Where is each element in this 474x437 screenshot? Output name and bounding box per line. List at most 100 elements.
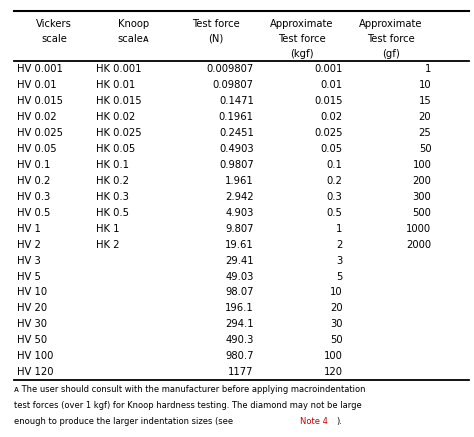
Text: HK 0.3: HK 0.3 (96, 192, 129, 202)
Text: HK 0.1: HK 0.1 (96, 160, 129, 170)
Text: Approximate: Approximate (270, 19, 334, 29)
Text: Test force: Test force (191, 19, 239, 29)
Text: 0.2451: 0.2451 (219, 128, 254, 138)
Text: 100: 100 (324, 351, 343, 361)
Text: 1.961: 1.961 (225, 176, 254, 186)
Text: 15: 15 (419, 96, 431, 106)
Text: 980.7: 980.7 (225, 351, 254, 361)
Text: HV 0.5: HV 0.5 (17, 208, 50, 218)
Text: HK 0.2: HK 0.2 (96, 176, 129, 186)
Text: 196.1: 196.1 (225, 303, 254, 313)
Text: 1: 1 (425, 64, 431, 74)
Text: 29.41: 29.41 (225, 256, 254, 266)
Text: HK 0.001: HK 0.001 (96, 64, 142, 74)
Text: HV 0.02: HV 0.02 (17, 112, 56, 122)
Text: Note 4: Note 4 (301, 417, 328, 426)
Text: 490.3: 490.3 (226, 335, 254, 345)
Text: 2.942: 2.942 (225, 192, 254, 202)
Text: HK 0.015: HK 0.015 (96, 96, 142, 106)
Text: 0.4903: 0.4903 (219, 144, 254, 154)
Text: HK 0.05: HK 0.05 (96, 144, 136, 154)
Text: HK 0.025: HK 0.025 (96, 128, 142, 138)
Text: HV 120: HV 120 (17, 367, 53, 377)
Text: 5: 5 (336, 271, 343, 281)
Text: test forces (over 1 kgf) for Knoop hardness testing. The diamond may not be larg: test forces (over 1 kgf) for Knoop hardn… (14, 401, 362, 410)
Text: enough to produce the larger indentation sizes (see: enough to produce the larger indentation… (14, 417, 236, 426)
Text: 1000: 1000 (406, 224, 431, 234)
Text: 4.903: 4.903 (226, 208, 254, 218)
Text: 25: 25 (419, 128, 431, 138)
Text: 294.1: 294.1 (225, 319, 254, 329)
Text: HV 1: HV 1 (17, 224, 40, 234)
Text: (N): (N) (208, 34, 223, 44)
Text: 500: 500 (412, 208, 431, 218)
Text: 0.01: 0.01 (320, 80, 343, 90)
Text: 0.3: 0.3 (327, 192, 343, 202)
Text: ᴀ The user should consult with the manufacturer before applying macroindentation: ᴀ The user should consult with the manuf… (14, 385, 366, 395)
Text: 100: 100 (412, 160, 431, 170)
Text: scale: scale (41, 34, 67, 44)
Text: HV 5: HV 5 (17, 271, 40, 281)
Text: 3: 3 (337, 256, 343, 266)
Text: 200: 200 (412, 176, 431, 186)
Text: HV 0.1: HV 0.1 (17, 160, 50, 170)
Text: scaleᴀ: scaleᴀ (118, 34, 149, 44)
Text: HV 0.015: HV 0.015 (17, 96, 63, 106)
Text: HK 0.5: HK 0.5 (96, 208, 129, 218)
Text: HV 0.025: HV 0.025 (17, 128, 63, 138)
Text: 0.09807: 0.09807 (213, 80, 254, 90)
Text: HK 0.02: HK 0.02 (96, 112, 136, 122)
Text: HV 0.05: HV 0.05 (17, 144, 56, 154)
Text: 0.1961: 0.1961 (219, 112, 254, 122)
Text: HV 0.2: HV 0.2 (17, 176, 50, 186)
Text: HV 0.01: HV 0.01 (17, 80, 56, 90)
Text: HV 0.001: HV 0.001 (17, 64, 63, 74)
Text: HV 30: HV 30 (17, 319, 46, 329)
Text: HV 20: HV 20 (17, 303, 47, 313)
Text: 20: 20 (330, 303, 343, 313)
Text: 0.05: 0.05 (320, 144, 343, 154)
Text: Test force: Test force (367, 34, 415, 44)
Text: 0.5: 0.5 (327, 208, 343, 218)
Text: 49.03: 49.03 (226, 271, 254, 281)
Text: HK 0.01: HK 0.01 (96, 80, 136, 90)
Text: 20: 20 (419, 112, 431, 122)
Text: Test force: Test force (278, 34, 326, 44)
Text: 0.1471: 0.1471 (219, 96, 254, 106)
Text: 30: 30 (330, 319, 343, 329)
Text: 9.807: 9.807 (225, 224, 254, 234)
Text: Knoop: Knoop (118, 19, 149, 29)
Text: 0.015: 0.015 (314, 96, 343, 106)
Text: 0.009807: 0.009807 (207, 64, 254, 74)
Text: Approximate: Approximate (359, 19, 422, 29)
Text: 300: 300 (412, 192, 431, 202)
Text: Vickers: Vickers (36, 19, 72, 29)
Text: 10: 10 (330, 288, 343, 298)
Text: HV 3: HV 3 (17, 256, 40, 266)
Text: 1177: 1177 (228, 367, 254, 377)
Text: 50: 50 (419, 144, 431, 154)
Text: 0.02: 0.02 (320, 112, 343, 122)
Text: HV 10: HV 10 (17, 288, 47, 298)
Text: 0.001: 0.001 (314, 64, 343, 74)
Text: 0.9807: 0.9807 (219, 160, 254, 170)
Text: 50: 50 (330, 335, 343, 345)
Text: 0.1: 0.1 (327, 160, 343, 170)
Text: HV 2: HV 2 (17, 239, 40, 250)
Text: 1: 1 (336, 224, 343, 234)
Text: 19.61: 19.61 (225, 239, 254, 250)
Text: 2000: 2000 (406, 239, 431, 250)
Text: HV 0.3: HV 0.3 (17, 192, 50, 202)
Text: (gf): (gf) (382, 49, 400, 59)
Text: 120: 120 (324, 367, 343, 377)
Text: 0.2: 0.2 (327, 176, 343, 186)
Text: 2: 2 (336, 239, 343, 250)
Text: HV 100: HV 100 (17, 351, 53, 361)
Text: 98.07: 98.07 (225, 288, 254, 298)
Text: ).: ). (337, 417, 342, 426)
Text: HV 50: HV 50 (17, 335, 47, 345)
Text: 10: 10 (419, 80, 431, 90)
Text: (kgf): (kgf) (290, 49, 314, 59)
Text: HK 1: HK 1 (96, 224, 120, 234)
Text: 0.025: 0.025 (314, 128, 343, 138)
